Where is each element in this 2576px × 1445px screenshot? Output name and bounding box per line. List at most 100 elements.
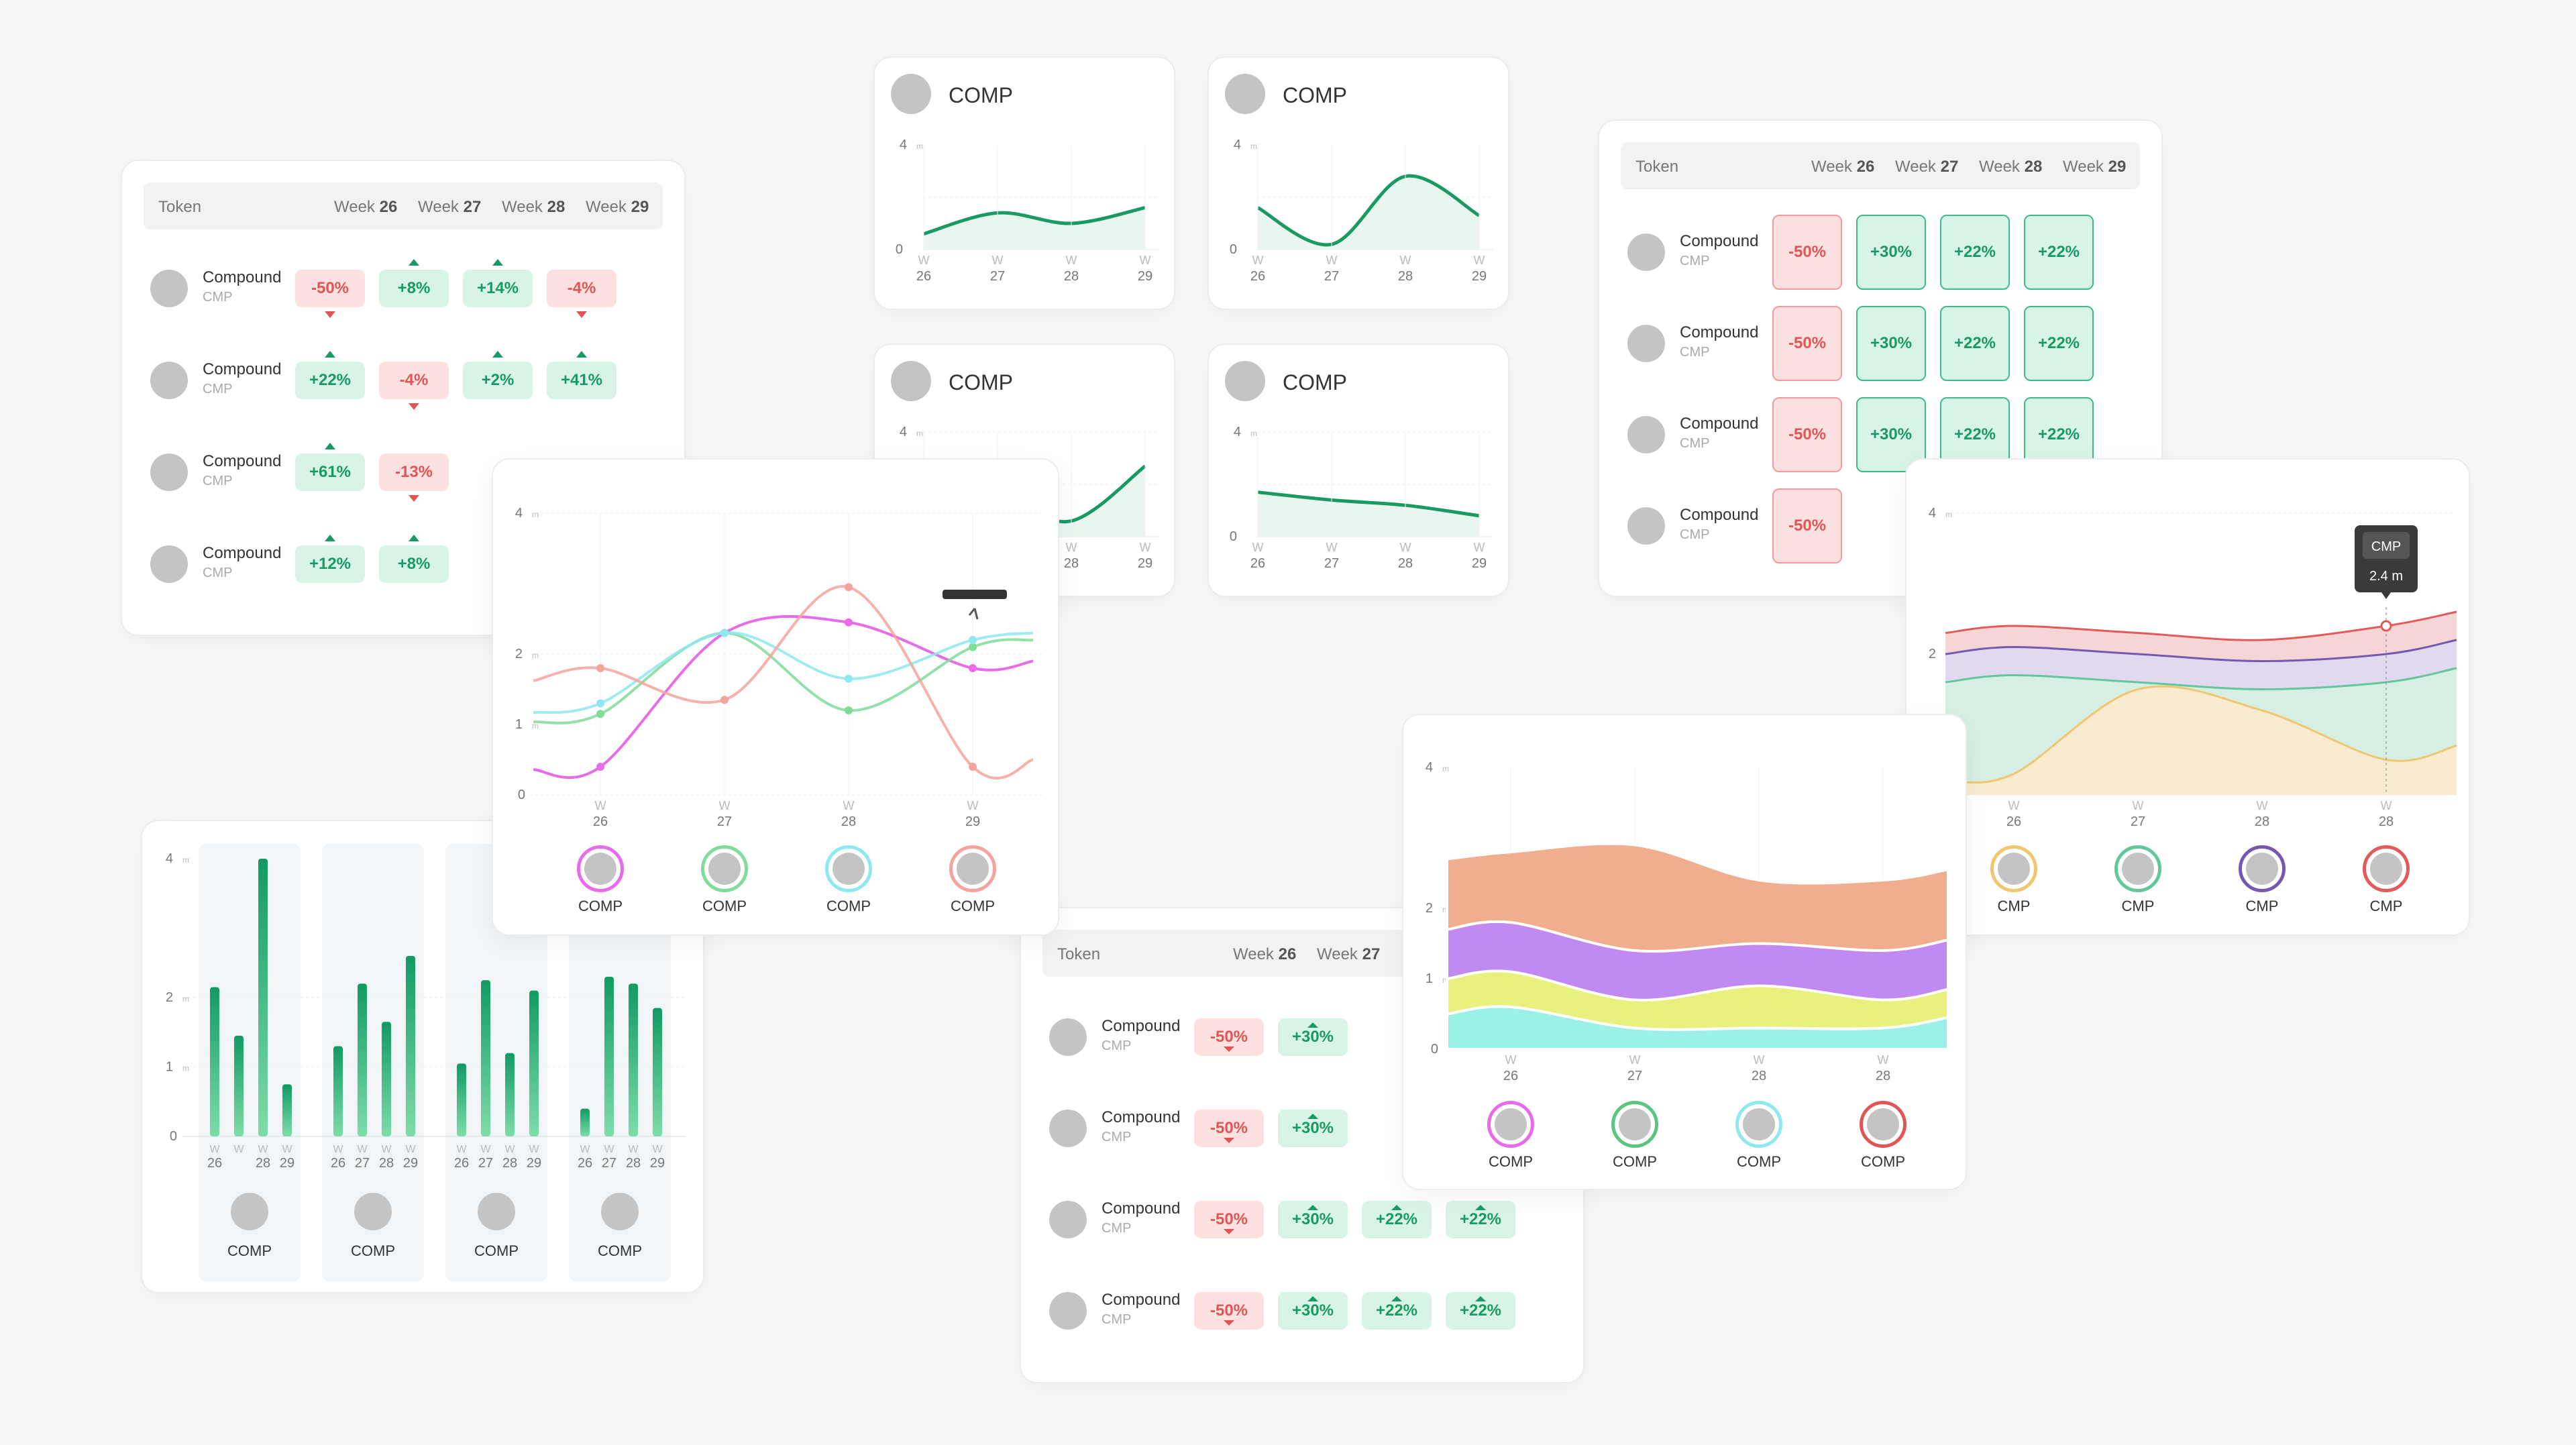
change-pill: -50% <box>1194 1018 1264 1056</box>
x-tick-label-w: W <box>1140 541 1151 554</box>
x-tick-label: 28 <box>1064 556 1079 571</box>
cursor-icon <box>968 608 979 620</box>
x-tick-label: 26 <box>454 1156 469 1171</box>
x-tick-label: 26 <box>578 1156 592 1171</box>
bar <box>333 1046 343 1136</box>
trend-up-icon <box>1391 1296 1402 1301</box>
x-tick-label: 26 <box>2006 814 2021 829</box>
x-tick-label: 29 <box>527 1156 541 1171</box>
y-tick-label-unit: m <box>182 1064 189 1073</box>
legend-item[interactable]: COMP <box>1719 1101 1799 1171</box>
change-pill: -4% <box>379 362 449 410</box>
change-pill: +30% <box>1278 1201 1348 1238</box>
trend-up-icon <box>325 535 335 541</box>
legend-avatar <box>949 845 996 892</box>
bar <box>629 983 638 1136</box>
trend-up-icon <box>409 535 419 541</box>
token-symbol: CMP <box>1102 1038 1132 1053</box>
table-header: Token Week 26 Week 27 Week 28 Week 29 <box>144 182 663 229</box>
legend-item[interactable]: CMP <box>2098 845 2178 915</box>
legend-item[interactable]: CMP <box>1974 845 2054 915</box>
legend-item[interactable]: CMP <box>2346 845 2426 915</box>
mini-chart-title: COMP <box>1283 370 1347 394</box>
legend-item[interactable]: COMP <box>932 845 1013 915</box>
token-name: Compound <box>1102 1199 1181 1218</box>
mini-chart-title: COMP <box>949 83 1013 107</box>
legend-item[interactable]: COMP <box>560 845 641 915</box>
trend-down-icon <box>325 311 335 318</box>
trend-up-icon <box>325 443 335 449</box>
y-tick-label: 2 <box>166 990 173 1005</box>
line-chart-card: 0 1 m 2 m 4 m W 26 W 27 W 28 W 29 COMP COMP COMP COMP <box>492 458 1059 936</box>
token-avatar <box>150 362 188 399</box>
token-name: Compound <box>1102 1017 1181 1035</box>
bar <box>529 990 539 1136</box>
group-background <box>445 844 547 1281</box>
bar <box>604 976 614 1136</box>
group-label: COMP <box>227 1242 272 1259</box>
token-avatar <box>1627 416 1665 453</box>
x-tick-label-w: W <box>719 799 731 812</box>
series-line <box>1945 639 2457 663</box>
legend-item[interactable]: COMP <box>1843 1101 1923 1171</box>
change-pill: -4% <box>547 270 616 318</box>
group-background <box>322 844 424 1281</box>
x-tick-label-w: W <box>1400 541 1411 554</box>
bar <box>282 1084 292 1136</box>
change-pill: +2% <box>463 351 533 399</box>
x-tick-label-w: W <box>1326 541 1338 554</box>
x-tick-label: 29 <box>1472 269 1487 284</box>
x-tick-label: 28 <box>2255 814 2269 829</box>
token-symbol: CMP <box>1680 254 1710 268</box>
header-week-28: Week 28 <box>1979 158 2043 176</box>
change-pill: +30% <box>1278 1018 1348 1056</box>
x-tick-label: 29 <box>965 814 980 829</box>
token-name: Compound <box>1102 1291 1181 1309</box>
trend-down-icon <box>409 403 419 410</box>
x-tick-label-w: W <box>1629 1053 1641 1067</box>
y-tick-label-unit: m <box>916 429 923 438</box>
legend-item[interactable]: COMP <box>808 845 889 915</box>
trend-down-icon <box>1224 1320 1234 1326</box>
bar <box>358 983 367 1136</box>
mini-chart-2: 4 m 0 W 26 W 27 W 28 W 29 <box>1230 138 1493 284</box>
change-pill: +8% <box>379 259 449 307</box>
token-name: Compound <box>1680 506 1759 524</box>
token-avatar <box>150 270 188 307</box>
trend-up-icon <box>409 259 419 266</box>
token-avatar <box>354 1193 392 1230</box>
legend-item[interactable]: COMP <box>1595 1101 1675 1171</box>
token-symbol: CMP <box>203 566 233 580</box>
change-pill: -50% <box>1772 397 1842 472</box>
token-symbol: CMP <box>1680 436 1710 451</box>
trend-up-icon <box>1307 1022 1318 1028</box>
trend-up-icon <box>492 351 503 358</box>
legend-item[interactable]: CMP <box>2222 845 2302 915</box>
x-tick-label: 26 <box>916 269 931 284</box>
area-fill <box>1258 492 1479 537</box>
token-symbol: CMP <box>1102 1130 1132 1144</box>
token-avatar <box>891 361 931 401</box>
change-pill: +22% <box>1940 306 2010 381</box>
change-pill: -50% <box>1772 488 1842 564</box>
legend-item[interactable]: COMP <box>684 845 765 915</box>
series-line <box>923 206 1146 236</box>
x-tick-label: 28 <box>1752 1069 1766 1083</box>
trend-up-icon <box>1475 1296 1486 1301</box>
data-point <box>596 710 604 718</box>
x-tick-label-w: W <box>843 799 855 812</box>
x-tick-label: 26 <box>1250 269 1265 284</box>
trend-up-icon <box>325 351 335 358</box>
legend-item[interactable]: COMP <box>1470 1101 1551 1171</box>
change-pill: +30% <box>1278 1110 1348 1147</box>
header-week-29: Week 29 <box>586 198 649 216</box>
y-tick-label: 4 <box>900 138 907 152</box>
change-pill: +22% <box>1362 1201 1432 1238</box>
x-tick-label: 29 <box>650 1156 665 1171</box>
token-symbol: CMP <box>1102 1312 1132 1327</box>
mini-chart-card-1: COMP 4 m 0 W 26 W 27 W 28 W 29 <box>873 56 1175 310</box>
series-line <box>1945 667 2457 691</box>
series-line <box>533 631 1034 725</box>
